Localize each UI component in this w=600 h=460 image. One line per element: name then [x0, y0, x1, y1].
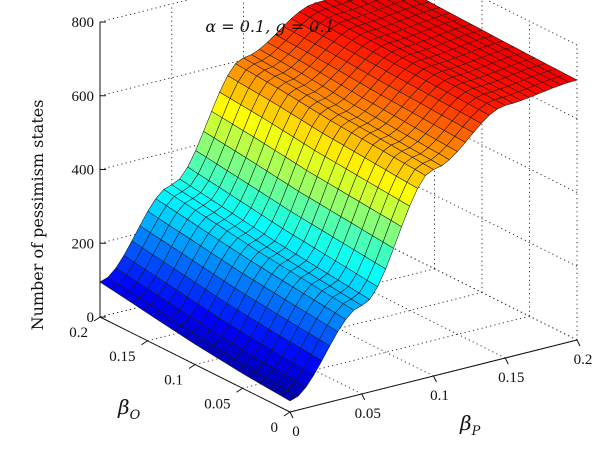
y-axis-label: βO	[117, 395, 141, 423]
x-tick-mark	[433, 375, 437, 383]
z-tick-label: 600	[72, 89, 95, 105]
sidewall-gridline-z	[485, 0, 578, 46]
z-tick-label: 400	[72, 163, 95, 179]
x-tick-label: 0.05	[355, 406, 381, 422]
y-axis-label-main: β	[117, 395, 130, 419]
axes	[93, 21, 581, 419]
x-tick-mark	[361, 393, 366, 401]
x-tick-label: 0	[292, 424, 300, 440]
x-tick-label: 0.1	[430, 388, 449, 404]
y-tick-mark	[141, 340, 148, 346]
y-tick-mark	[188, 364, 196, 369]
sidewall-gridline-z	[386, 244, 578, 341]
x-axis-label-main: β	[459, 411, 472, 435]
tick-labels: 00.050.10.150.200.050.10.150.20200400600…	[69, 15, 592, 440]
z-tick-label: 0	[87, 310, 95, 326]
x-tick-mark	[289, 411, 294, 419]
x-tick-mark	[576, 339, 581, 347]
y-tick-label: 0.1	[164, 373, 183, 389]
x-axis-label-sub: P	[471, 424, 481, 439]
y-tick-mark	[93, 316, 101, 322]
y-tick-label: 0.15	[109, 349, 135, 365]
y-tick-mark	[236, 387, 243, 393]
chart-title: α = 0.1, g = 0.1	[205, 17, 334, 36]
y-tick-label: 0.2	[69, 325, 88, 341]
x-tick-label: 0.15	[498, 370, 524, 386]
x-tick-label: 0.2	[574, 352, 593, 368]
surface-cell	[558, 74, 578, 83]
y-tick-label: 0.05	[204, 396, 230, 412]
z-tick-label: 800	[72, 15, 95, 31]
y-tick-label: 0	[271, 420, 279, 436]
z-axis-label: Number of pessimism states	[28, 100, 47, 331]
y-tick-mark	[283, 411, 291, 417]
surface-plot	[99, 0, 578, 402]
y-axis-label-sub: O	[130, 408, 141, 423]
x-axis-label: βP	[459, 411, 481, 439]
z-tick-label: 200	[72, 236, 95, 252]
backwall-gridline-z	[99, 0, 190, 23]
x-tick-mark	[504, 357, 509, 365]
